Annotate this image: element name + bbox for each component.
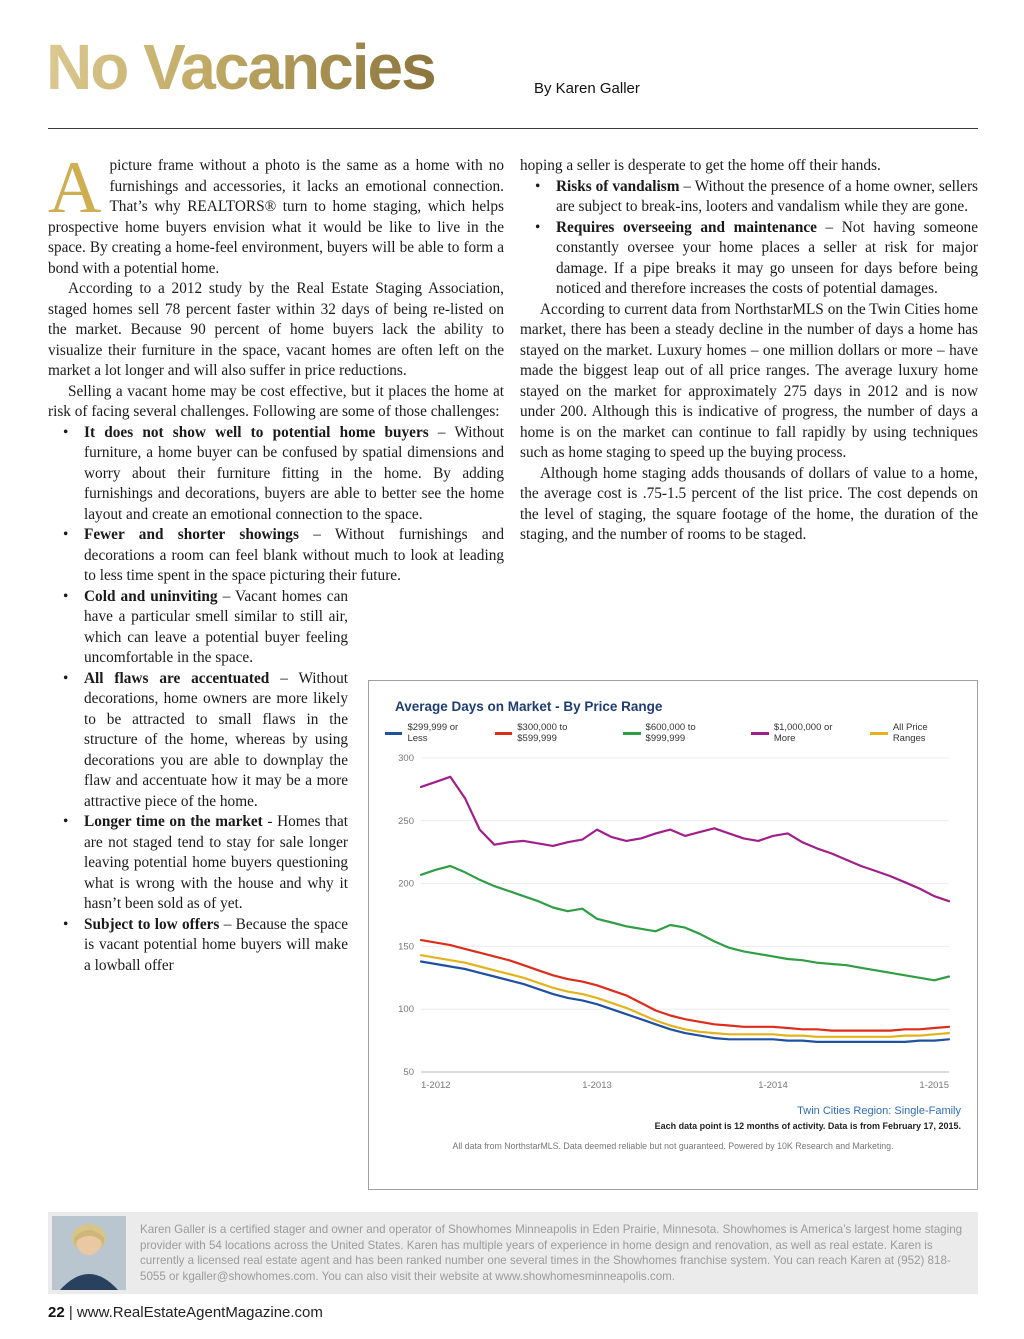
challenge-title: Longer time on the market bbox=[84, 813, 263, 830]
bullet-icon: • bbox=[63, 915, 69, 933]
byline: By Karen Galler bbox=[534, 80, 640, 97]
svg-text:50: 50 bbox=[403, 1067, 414, 1078]
legend-swatch bbox=[870, 731, 888, 735]
continuation-text: hoping a seller is desperate to get the … bbox=[520, 157, 881, 174]
header-divider bbox=[48, 128, 978, 129]
page-footer: 22 | www.RealEstateAgentMagazine.com bbox=[48, 1304, 323, 1321]
author-bio-text: Karen Galler is a certified stager and o… bbox=[140, 1223, 963, 1283]
svg-text:1-2015: 1-2015 bbox=[919, 1080, 949, 1091]
paragraph: According to current data from Northstar… bbox=[520, 300, 978, 462]
challenge-body: – Not having someone constantly oversee … bbox=[556, 218, 978, 298]
svg-text:200: 200 bbox=[398, 879, 414, 890]
chart-panel: Average Days on Market - By Price Range … bbox=[368, 680, 978, 1190]
legend-swatch bbox=[751, 731, 769, 735]
legend-label: $600,000 to $999,999 bbox=[645, 722, 696, 744]
challenge-title: Cold and uninviting bbox=[84, 587, 218, 605]
challenge-title: All flaws are accentuated bbox=[84, 669, 270, 687]
challenge-text: Cold and uninviting – Vacant homes can h… bbox=[84, 587, 348, 669]
bullet-icon: • bbox=[535, 218, 541, 236]
bullet-icon: • bbox=[63, 587, 69, 605]
challenge-item: • All flaws are accentuated – Without de… bbox=[48, 669, 348, 813]
svg-text:250: 250 bbox=[398, 816, 414, 827]
challenge-title: It does not show well to potential home … bbox=[84, 423, 429, 441]
challenge-item: • Subject to low offers – Because the sp… bbox=[48, 915, 348, 977]
challenge-item: • Longer time on the market - Homes that… bbox=[48, 812, 348, 915]
challenge-body: – Without the presence of a home owner, … bbox=[556, 177, 978, 216]
paragraph: Although home staging adds thousands of … bbox=[520, 464, 978, 544]
paragraph: Selling a vacant home may be cost effect… bbox=[48, 382, 504, 421]
challenge-text: Longer time on the market - Homes that a… bbox=[84, 812, 348, 915]
challenge-title: Requires overseeing and maintenance bbox=[556, 218, 817, 236]
challenge-body: – Without decorations, home owners are m… bbox=[84, 669, 348, 810]
legend-label: $300,000 to $599,999 bbox=[517, 722, 568, 744]
legend-swatch bbox=[494, 731, 513, 735]
challenge-item: • Requires overseeing and maintenance – … bbox=[520, 218, 978, 300]
svg-text:1-2012: 1-2012 bbox=[421, 1080, 451, 1091]
legend-label: $299,999 or Less bbox=[407, 722, 459, 744]
legend-item: $300,000 to $599,999 bbox=[494, 722, 607, 744]
legend-item: $1,000,000 or More bbox=[751, 722, 854, 744]
challenge-item: • Risks of vandalism – Without the prese… bbox=[520, 177, 978, 218]
challenge-title: Risks of vandalism bbox=[556, 177, 680, 195]
legend-swatch bbox=[623, 731, 641, 735]
svg-text:100: 100 bbox=[398, 1004, 414, 1015]
challenge-body: – Vacant homes can have a particular sme… bbox=[84, 587, 349, 667]
challenge-text: Subject to low offers – Because the spac… bbox=[84, 915, 348, 977]
challenge-text: It does not show well to potential home … bbox=[84, 423, 504, 526]
challenge-item: • It does not show well to potential hom… bbox=[48, 423, 504, 526]
bullet-icon: • bbox=[535, 177, 541, 195]
chart-title: Average Days on Market - By Price Range bbox=[395, 699, 663, 714]
paragraph: According to a 2012 study by the Real Es… bbox=[48, 280, 504, 379]
chart-legend: $299,999 or Less $300,000 to $599,999 $600… bbox=[385, 722, 961, 744]
legend-item: All Price Ranges bbox=[870, 722, 961, 744]
magazine-url[interactable]: | www.RealEstateAgentMagazine.com bbox=[68, 1304, 323, 1321]
intro-text: picture frame without a photo is the sam… bbox=[48, 157, 504, 277]
page-title: No Vacancies bbox=[46, 31, 437, 103]
challenge-item: • Fewer and shorter showings – Without f… bbox=[48, 525, 504, 587]
bullet-icon: • bbox=[63, 813, 69, 830]
legend-swatch bbox=[385, 731, 403, 735]
drop-cap: A bbox=[48, 147, 102, 229]
challenge-item: • Cold and uninviting – Vacant homes can… bbox=[48, 587, 348, 669]
legend-label: All Price Ranges bbox=[892, 722, 928, 744]
chart-source-note: All data from NorthstarMLS. Data deemed … bbox=[452, 1141, 894, 1151]
legend-item: $299,999 or Less bbox=[385, 722, 479, 744]
author-bio-panel: Karen Galler is a certified stager and o… bbox=[48, 1212, 978, 1294]
chart-region-note: Twin Cities Region: Single-Family bbox=[797, 1105, 961, 1117]
article-right-column: hoping a seller is desperate to get the … bbox=[520, 156, 978, 546]
svg-text:300: 300 bbox=[398, 753, 414, 764]
challenge-text: Requires overseeing and maintenance – No… bbox=[556, 218, 978, 300]
svg-text:150: 150 bbox=[398, 941, 414, 952]
legend-item: $600,000 to $999,999 bbox=[623, 722, 735, 744]
challenge-title: Subject to low offers bbox=[84, 915, 220, 933]
bullet-icon: • bbox=[63, 423, 69, 441]
chart-data-note: Each data point is 12 months of activity… bbox=[654, 1121, 961, 1131]
svg-text:1-2014: 1-2014 bbox=[758, 1080, 788, 1091]
legend-label: $1,000,000 or More bbox=[773, 722, 833, 744]
challenge-title: Fewer and shorter showings bbox=[84, 526, 299, 543]
chart-plot: 50 100 150 200 250 300 1-2012 1-2013 1-2014 1-201… bbox=[398, 753, 951, 1091]
bullet-icon: • bbox=[63, 669, 69, 687]
svg-text:1-2013: 1-2013 bbox=[582, 1080, 612, 1091]
bullet-icon: • bbox=[63, 526, 69, 543]
article-left-narrow: • Cold and uninviting – Vacant homes can… bbox=[48, 587, 348, 977]
challenge-body: - Homes that are not staged tend to stay… bbox=[84, 813, 348, 912]
challenge-text: Fewer and shorter showings – Without fur… bbox=[84, 525, 504, 587]
challenge-body: – Because the space is vacant potential … bbox=[84, 915, 348, 974]
challenge-text: Risks of vandalism – Without the presenc… bbox=[556, 177, 978, 218]
author-photo bbox=[52, 1216, 126, 1290]
challenge-body: – Without furniture, a home buyer can be… bbox=[84, 423, 504, 523]
page-number: 22 bbox=[48, 1304, 65, 1321]
challenge-body: – Without furnishings and decorations a … bbox=[84, 526, 504, 584]
challenge-text: All flaws are accentuated – Without deco… bbox=[84, 669, 348, 813]
